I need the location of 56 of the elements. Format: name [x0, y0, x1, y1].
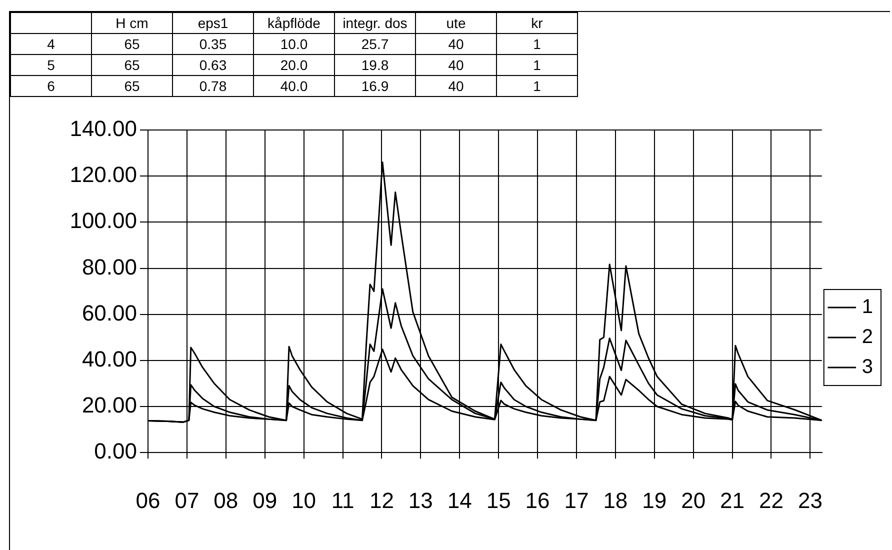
- x-tick-label: 08: [214, 488, 238, 513]
- x-tick-label: 20: [681, 488, 706, 513]
- text: ute: [416, 12, 496, 34]
- text: 65: [92, 54, 172, 76]
- text: 1: [496, 54, 578, 76]
- text: 6: [10, 76, 92, 96]
- text: 19.8: [334, 54, 416, 76]
- text: 16.9: [334, 76, 416, 96]
- x-tick-label: 11: [331, 488, 354, 513]
- text: kr: [496, 12, 578, 34]
- text: 10.0: [254, 34, 334, 54]
- text: 40: [416, 54, 496, 76]
- y-tick-label: 60.00: [82, 300, 137, 326]
- text: 40.0: [254, 76, 334, 96]
- legend-label: 3: [862, 356, 873, 378]
- y-tick-label: 40.00: [82, 346, 137, 372]
- text: 0.78: [172, 76, 254, 96]
- x-tick-label: 14: [447, 488, 472, 513]
- text: 40: [416, 76, 496, 96]
- text: 4: [10, 34, 92, 54]
- x-tick-label: 06: [136, 488, 160, 513]
- x-tick-label: 09: [252, 488, 278, 513]
- x-tick-label: 16: [525, 488, 550, 513]
- text: integr. dos: [334, 12, 416, 34]
- y-tick-label: 140.00: [70, 116, 137, 142]
- x-tick-label: 10: [292, 488, 316, 513]
- text: eps1: [172, 12, 254, 34]
- x-tick-label: 12: [369, 488, 394, 513]
- y-tick-label: 100.00: [70, 208, 137, 234]
- x-tick-label: 07: [174, 488, 200, 513]
- x-tick-label: 13: [408, 488, 433, 513]
- text: H cm: [92, 12, 172, 34]
- text: 0.63: [172, 54, 254, 76]
- text: kåpflöde: [254, 12, 334, 34]
- legend-label: 1: [862, 296, 873, 318]
- x-tick-label: 17: [564, 488, 589, 513]
- text: 65: [92, 34, 172, 54]
- y-tick-label: 80.00: [82, 254, 137, 280]
- text: 5: [10, 54, 92, 76]
- text: 0.35: [172, 34, 254, 54]
- y-tick-label: 120.00: [70, 162, 137, 188]
- y-tick-label: 0.00: [94, 438, 137, 464]
- x-tick-label: 23: [798, 488, 822, 513]
- x-tick-label: 18: [603, 488, 628, 513]
- x-tick-label: 21: [720, 488, 745, 513]
- text: 40: [416, 34, 496, 54]
- text: 25.7: [334, 34, 416, 54]
- y-tick-label: 20.00: [82, 392, 137, 418]
- text: 20.0: [254, 54, 334, 76]
- x-tick-label: 22: [758, 488, 784, 513]
- x-tick-label: 19: [642, 488, 667, 513]
- text: 1: [496, 76, 578, 96]
- text: 1: [496, 34, 578, 54]
- text: 65: [92, 76, 172, 96]
- legend-label: 2: [862, 326, 873, 348]
- x-tick-label: 15: [486, 488, 511, 513]
